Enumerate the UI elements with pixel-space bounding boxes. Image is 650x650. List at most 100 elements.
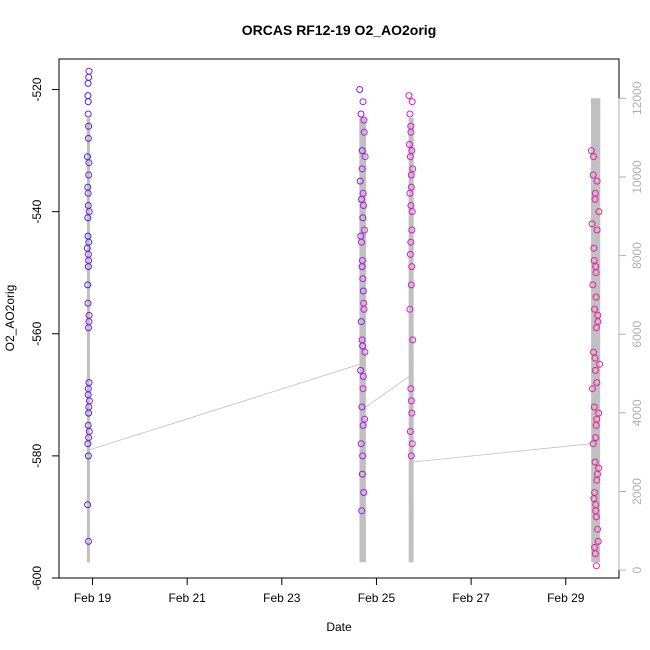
data-point bbox=[407, 452, 415, 460]
data-point bbox=[594, 525, 601, 533]
data-point bbox=[359, 214, 367, 222]
data-point bbox=[405, 92, 413, 100]
data-point bbox=[85, 537, 92, 545]
data-point bbox=[358, 165, 366, 173]
chart-title: ORCAS RF12-19 O2_AO2orig bbox=[242, 22, 437, 38]
data-point bbox=[85, 434, 93, 442]
data-point bbox=[595, 208, 603, 216]
altitude-trace bbox=[359, 117, 366, 563]
data-point bbox=[408, 208, 416, 216]
data-point bbox=[358, 470, 366, 478]
y2-tick-label: 10000 bbox=[630, 160, 644, 194]
data-point bbox=[356, 86, 364, 93]
data-point bbox=[587, 147, 595, 155]
data-point bbox=[407, 238, 415, 246]
x-tick-label: Feb 27 bbox=[452, 591, 490, 605]
data-point bbox=[589, 281, 597, 289]
y2-tick-label: 4000 bbox=[630, 399, 644, 426]
altitude-trace bbox=[408, 117, 414, 563]
x-tick-label: Feb 19 bbox=[74, 591, 112, 605]
data-point bbox=[589, 440, 597, 448]
data-point bbox=[357, 440, 365, 448]
data-point bbox=[85, 171, 93, 179]
transit-line bbox=[365, 376, 410, 408]
data-point bbox=[592, 293, 600, 301]
y2-tick-label: 6000 bbox=[630, 321, 644, 348]
altitude-lines bbox=[86, 98, 601, 563]
data-point bbox=[358, 238, 365, 246]
x-tick-label: Feb 23 bbox=[263, 591, 301, 605]
data-point bbox=[84, 250, 92, 258]
data-point bbox=[84, 110, 92, 118]
altitude-trace bbox=[86, 117, 90, 563]
data-point bbox=[591, 458, 599, 466]
data-point bbox=[409, 336, 417, 344]
data-point bbox=[361, 153, 369, 161]
data-point bbox=[361, 415, 369, 423]
data-point bbox=[591, 550, 599, 558]
y2-tick-label: 8000 bbox=[630, 242, 644, 269]
x-tick-label: Feb 25 bbox=[358, 591, 396, 605]
data-point bbox=[358, 403, 366, 411]
data-point bbox=[85, 122, 93, 130]
data-point bbox=[407, 397, 415, 405]
data-point bbox=[84, 98, 92, 106]
data-point bbox=[407, 122, 415, 130]
data-point bbox=[360, 116, 368, 124]
data-point bbox=[592, 562, 600, 570]
data-point bbox=[594, 311, 602, 319]
data-point bbox=[408, 147, 416, 155]
data-point bbox=[591, 366, 599, 374]
transit-line bbox=[89, 363, 360, 451]
data-point bbox=[360, 489, 368, 496]
data-point bbox=[84, 501, 92, 509]
data-point bbox=[591, 354, 599, 362]
data-point bbox=[596, 360, 604, 368]
data-point bbox=[85, 238, 93, 246]
y-tick-label: -540 bbox=[30, 199, 44, 223]
x-tick-label: Feb 21 bbox=[168, 591, 206, 605]
data-point bbox=[590, 153, 597, 161]
plot-frame bbox=[58, 58, 620, 579]
y2-tick-label: 0 bbox=[630, 566, 644, 573]
data-point bbox=[359, 287, 367, 295]
x-tick-label: Feb 29 bbox=[547, 591, 585, 605]
data-point bbox=[359, 452, 367, 460]
data-point bbox=[407, 281, 415, 289]
data-point bbox=[357, 110, 365, 118]
data-point bbox=[408, 98, 416, 106]
transit-line bbox=[413, 443, 592, 463]
data-point bbox=[360, 202, 367, 209]
y-tick-label: -560 bbox=[30, 321, 44, 345]
data-point bbox=[356, 177, 364, 185]
y2-axis: 0 2000 4000 6000 8000 10000 12000 bbox=[618, 81, 644, 573]
data-point bbox=[593, 177, 601, 185]
data-point bbox=[590, 244, 598, 252]
y-axis-label: O2_AO2orig bbox=[3, 285, 17, 352]
data-point bbox=[358, 257, 366, 264]
data-point bbox=[357, 318, 365, 326]
data-point bbox=[407, 183, 415, 191]
data-point bbox=[408, 263, 416, 271]
x-axis-label: Date bbox=[326, 620, 352, 634]
data-point bbox=[85, 208, 93, 216]
data-point bbox=[84, 134, 92, 142]
data-point bbox=[84, 385, 92, 393]
y-tick-label: -600 bbox=[30, 566, 44, 590]
data-point bbox=[406, 428, 414, 435]
x-axis: Feb 19 Feb 21 Feb 23 Feb 25 Feb 27 Feb 29 bbox=[74, 577, 585, 605]
data-point bbox=[358, 507, 366, 515]
data-point bbox=[406, 250, 414, 258]
data-point bbox=[595, 409, 603, 417]
data-point bbox=[591, 189, 599, 197]
data-point bbox=[406, 305, 414, 313]
data-point bbox=[359, 385, 367, 393]
data-point bbox=[593, 379, 601, 387]
data-point bbox=[359, 189, 367, 197]
data-point bbox=[360, 299, 368, 307]
data-point bbox=[359, 421, 367, 429]
data-point bbox=[408, 409, 416, 417]
data-point bbox=[590, 257, 598, 264]
data-point bbox=[590, 403, 598, 411]
data-point bbox=[85, 67, 93, 75]
